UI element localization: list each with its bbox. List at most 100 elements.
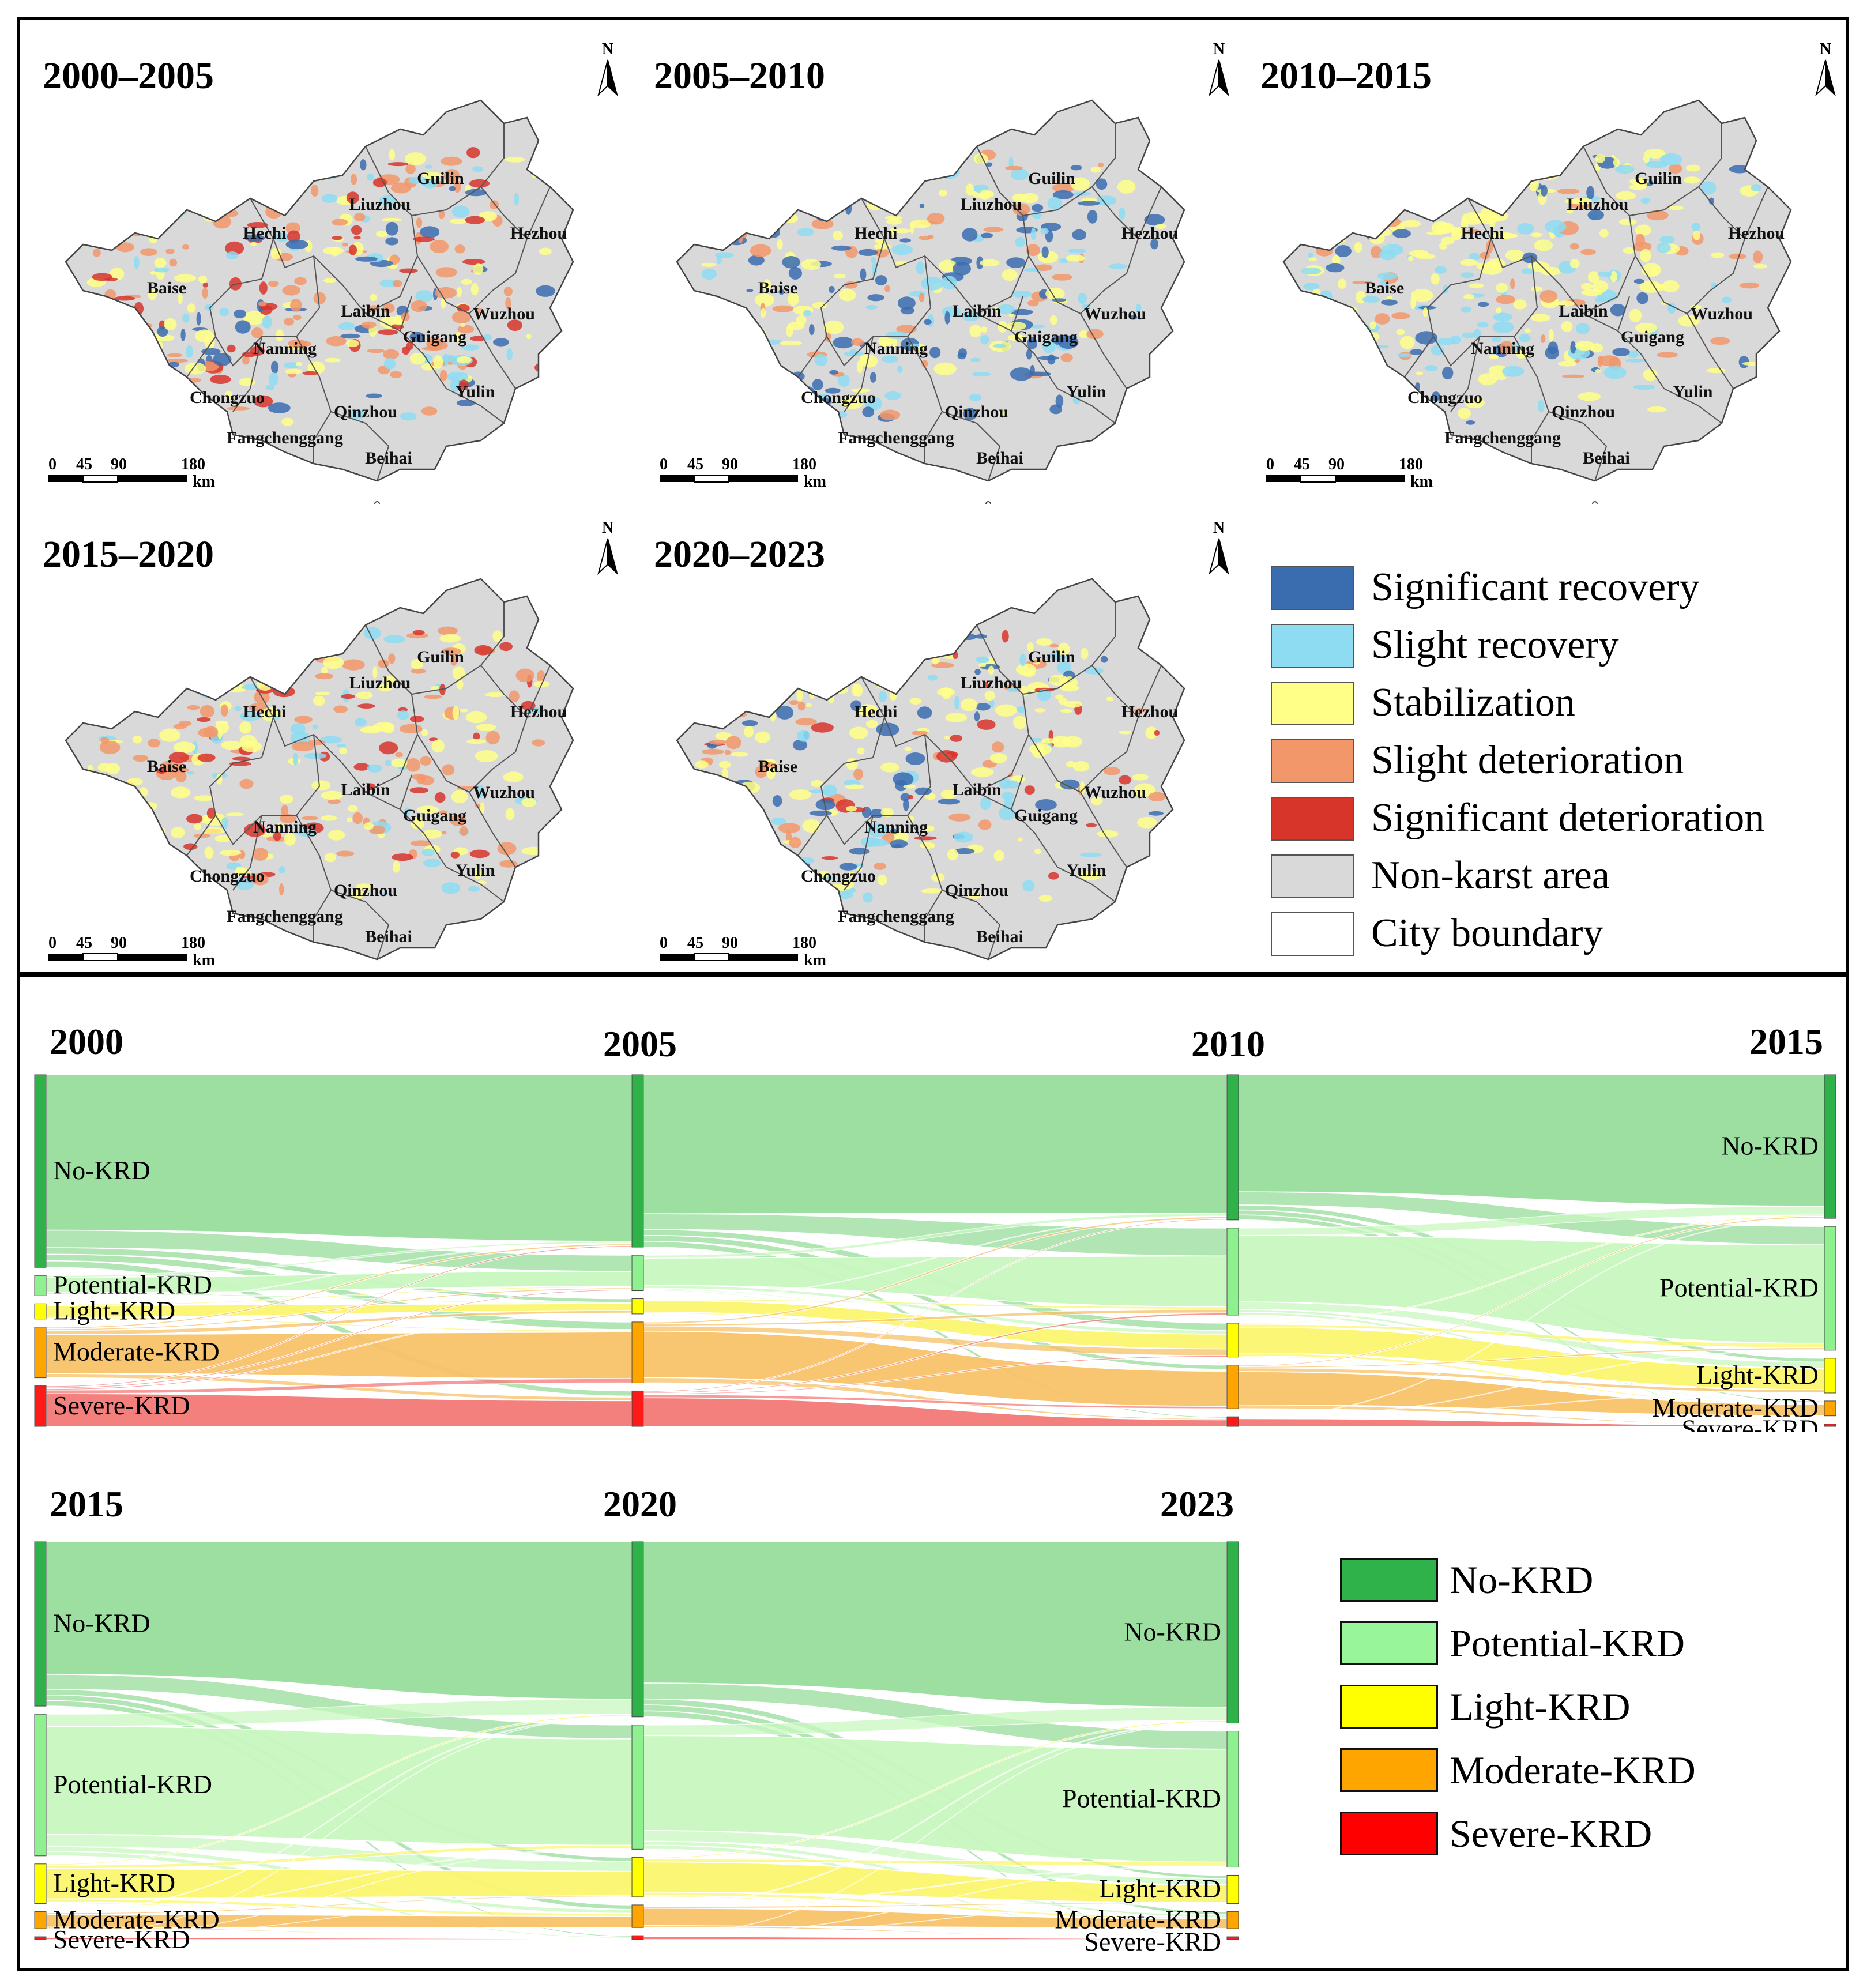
karst-patch	[738, 781, 761, 794]
karst-patch	[1466, 420, 1475, 425]
karst-patch	[1729, 253, 1746, 260]
karst-patch	[1635, 322, 1658, 333]
karst-patch	[1522, 252, 1538, 263]
scale-tick-label: 45	[76, 934, 92, 952]
karst-patch	[97, 695, 119, 704]
karst-patch	[174, 741, 195, 754]
karst-patch	[337, 744, 347, 748]
karst-patch	[993, 850, 1004, 861]
karst-patch	[1524, 328, 1531, 333]
karst-patch	[235, 320, 251, 334]
karst-patch	[1010, 168, 1029, 180]
karst-patch	[1086, 329, 1104, 340]
karst-patch	[421, 347, 439, 351]
karst-patch	[715, 232, 721, 237]
karst-patch	[1669, 164, 1682, 174]
sankey-node-no-krd	[1824, 1074, 1836, 1219]
karst-patch	[884, 216, 903, 220]
karst-patch	[1618, 219, 1637, 225]
sankey-node-no-krd	[631, 1074, 644, 1248]
karst-patch	[97, 763, 111, 772]
karst-patch	[796, 678, 815, 686]
karst-patch	[1667, 303, 1676, 314]
karst-patch	[1042, 340, 1056, 353]
karst-patch	[352, 887, 363, 901]
karst-patch	[1350, 363, 1371, 373]
karst-patch	[227, 344, 236, 353]
karst-patch	[1446, 190, 1459, 194]
karst-patch	[370, 293, 378, 302]
city-label: Yulin	[456, 861, 495, 880]
karst-patch	[783, 635, 801, 647]
karst-patch	[803, 310, 811, 316]
karst-patch	[306, 650, 317, 658]
karst-patch	[1380, 299, 1398, 306]
city-label: Guilin	[1635, 169, 1682, 188]
karst-patch	[150, 895, 156, 907]
karst-patch	[817, 662, 828, 675]
legend-swatch	[1271, 566, 1354, 610]
karst-patch	[720, 627, 729, 639]
node-label: Moderate-KRD	[53, 1337, 220, 1366]
karst-patch	[353, 763, 370, 771]
city-label: Wuzhou	[1084, 304, 1146, 323]
karst-patch	[1026, 244, 1040, 257]
stage-label-2020: 2020	[603, 1484, 677, 1524]
legend-label: Non-karst area	[1371, 853, 1610, 898]
karst-patch	[276, 329, 284, 341]
karst-patch	[161, 854, 168, 867]
city-label: Hechi	[243, 702, 287, 721]
karst-patch	[210, 159, 229, 171]
scale-tick-label: 180	[792, 934, 816, 952]
karst-patch	[1065, 255, 1086, 262]
karst-patch	[1387, 182, 1400, 194]
karst-patch	[1303, 409, 1313, 417]
karst-patch	[1684, 176, 1700, 184]
karst-patch	[857, 747, 865, 755]
karst-patch	[411, 659, 423, 669]
karst-patch	[763, 278, 771, 292]
karst-patch	[792, 739, 808, 751]
karst-patch	[1311, 223, 1328, 235]
karst-patch	[1026, 349, 1032, 360]
karst-patch	[752, 191, 758, 201]
karst-patch	[207, 198, 214, 210]
karst-patch	[720, 373, 733, 379]
karst-patch	[1339, 215, 1352, 220]
city-boundary	[446, 780, 516, 868]
karst-patch	[799, 419, 812, 426]
karst-patch	[151, 357, 160, 362]
karst-patch	[825, 387, 841, 394]
karst-patch	[1500, 341, 1514, 355]
karst-patch	[458, 379, 469, 390]
city-boundary	[232, 336, 262, 412]
karst-patch	[140, 344, 156, 357]
karst-patch	[120, 849, 138, 860]
city-label: Hezhou	[1728, 224, 1785, 243]
karst-patch	[1474, 192, 1492, 197]
karst-patch	[1740, 282, 1760, 289]
karst-patch	[278, 866, 285, 874]
karst-patch	[215, 721, 229, 725]
karst-patch	[716, 810, 739, 816]
city-boundary	[365, 313, 505, 424]
karst-patch	[1016, 706, 1026, 713]
karst-patch	[1384, 182, 1401, 189]
karst-patch	[707, 351, 724, 362]
karst-patch	[357, 703, 375, 709]
karst-patch	[457, 786, 476, 790]
karst-patch	[1711, 252, 1725, 258]
karst-patch	[1302, 172, 1315, 182]
karst-patch	[927, 213, 945, 225]
stage-label-2015b: 2015	[50, 1484, 123, 1524]
city-boundary	[330, 890, 390, 960]
karst-patch	[406, 342, 413, 351]
karst-patch	[919, 204, 925, 208]
karst-patch	[86, 626, 108, 640]
karst-patch	[474, 645, 492, 656]
karst-patch	[439, 634, 461, 643]
karst-patch	[974, 711, 980, 722]
karst-patch	[1353, 183, 1358, 187]
karst-patch	[465, 216, 485, 224]
karst-patch	[433, 355, 443, 370]
